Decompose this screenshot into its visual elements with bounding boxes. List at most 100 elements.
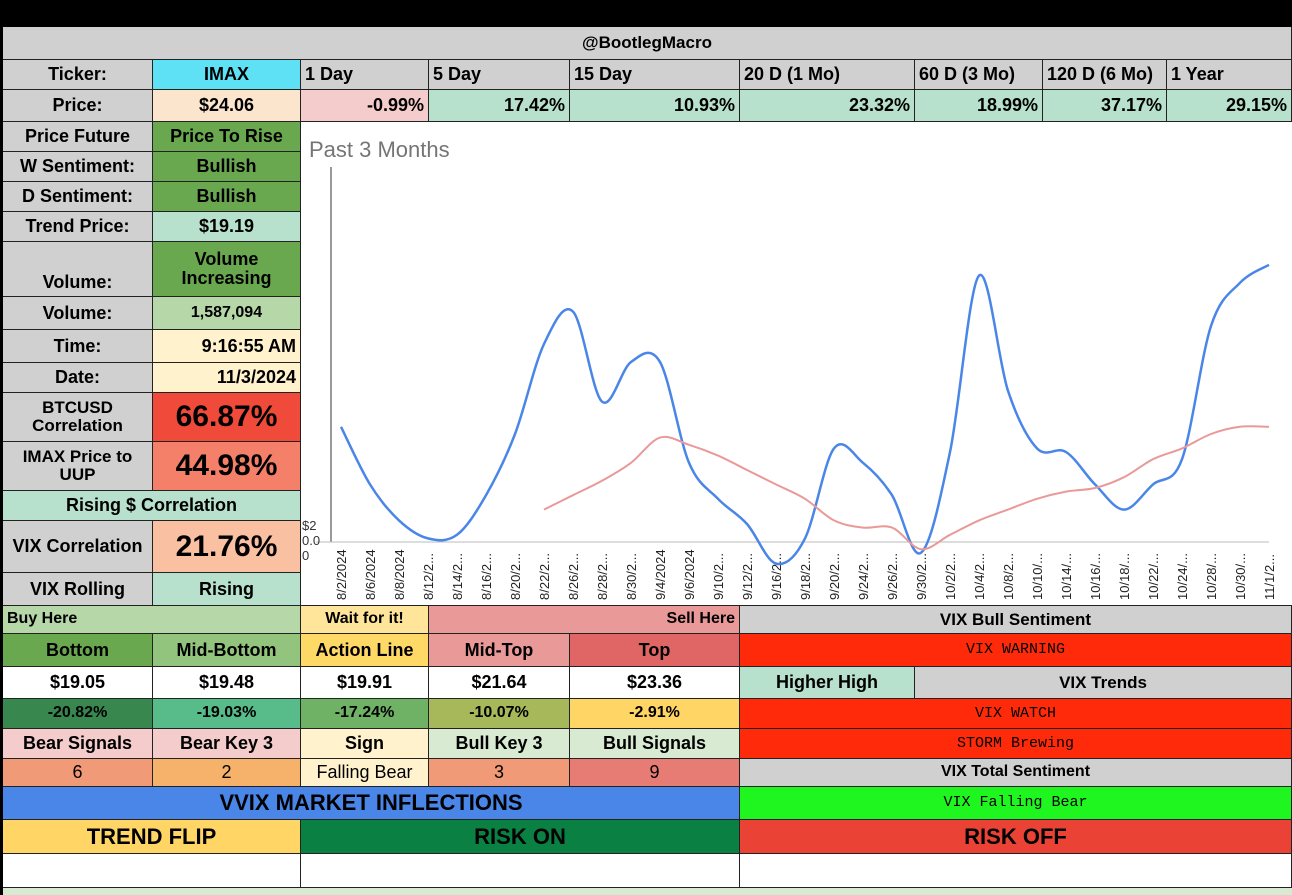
- chart-x-tick-label: 10/22/...: [1146, 553, 1161, 600]
- chart-x-tick-label: 9/6/2024: [682, 549, 697, 600]
- period-20-day-label: 20 D (1 Mo): [740, 60, 915, 90]
- chart-x-tick-label: 8/28/2...: [595, 553, 610, 600]
- chart-title: Past 3 Months: [309, 137, 450, 162]
- vix-total-sentiment: VIX Total Sentiment: [740, 759, 1292, 787]
- trend-flip-header: TREND FLIP: [3, 820, 301, 854]
- chart-x-tick-label: 10/10/...: [1030, 553, 1045, 600]
- period-1-day-label: 1 Day: [301, 60, 429, 90]
- vix-correlation-value: 21.76%: [153, 521, 301, 573]
- vix-falling-bear: VIX Falling Bear: [740, 787, 1292, 820]
- bear-signals-header: Bear Signals: [3, 729, 153, 759]
- chart-x-tick-label: 10/24/...: [1175, 553, 1190, 600]
- sign-value: Falling Bear: [301, 759, 429, 787]
- vix-higher-high: Higher High: [740, 667, 915, 699]
- chart-x-tick-label: 9/18/2...: [798, 553, 813, 600]
- vix-rolling-value: Rising: [153, 573, 301, 606]
- chart-x-tick-label: 8/20/2...: [508, 553, 523, 600]
- trend-price-value: $19.19: [153, 212, 301, 242]
- chart-x-tick-label: 8/16/2...: [479, 553, 494, 600]
- level-bottom-price: $19.05: [3, 667, 153, 699]
- vix-correlation-label: VIX Correlation: [3, 521, 153, 573]
- risk-off-value: [740, 854, 1292, 888]
- volume-label: Volume:: [3, 297, 153, 330]
- sell-here-label: Sell Here: [429, 606, 740, 634]
- chart-x-tick-label: 10/30/...: [1233, 553, 1248, 600]
- vix-warning: VIX WARNING: [740, 634, 1292, 667]
- chart-x-tick-label: 10/28/...: [1204, 553, 1219, 600]
- d-sentiment-value: Bullish: [153, 182, 301, 212]
- chart-x-tick-label: 10/4/2...: [972, 553, 987, 600]
- chart-x-tick-label: 9/12/2...: [740, 553, 755, 600]
- bull-signals-value: 9: [570, 759, 740, 787]
- chart-x-tick-label: 10/16/...: [1088, 553, 1103, 600]
- chart-y-tick-label: 0: [302, 548, 309, 563]
- chart-x-tick-label: 8/26/2...: [566, 553, 581, 600]
- date-label: Date:: [3, 363, 153, 393]
- trend-price-label: Trend Price:: [3, 212, 153, 242]
- footer-strip: [3, 888, 1292, 895]
- bull-key-3-header: Bull Key 3: [429, 729, 570, 759]
- wait-label: Wait for it!: [301, 606, 429, 634]
- risk-on-header: RISK ON: [301, 820, 740, 854]
- level-action-line-pct: -17.24%: [301, 699, 429, 729]
- w-sentiment-label: W Sentiment:: [3, 152, 153, 182]
- trend-flip-value: [3, 854, 301, 888]
- chart-x-tick-label: 8/14/2...: [450, 553, 465, 600]
- bull-key-3-value: 3: [429, 759, 570, 787]
- chart-y-tick-label: 0.0: [302, 533, 320, 548]
- bear-key-3-header: Bear Key 3: [153, 729, 301, 759]
- ticker-value[interactable]: IMAX: [153, 60, 301, 90]
- chart-x-tick-label: 9/26/2...: [885, 553, 900, 600]
- volume-value: 1,587,094: [153, 297, 301, 330]
- vix-bull-sentiment: VIX Bull Sentiment: [740, 606, 1292, 634]
- period-5-day-change: 17.42%: [429, 90, 570, 122]
- chart-x-tick-label: 9/30/2...: [914, 553, 929, 600]
- period-15-day-label: 15 Day: [570, 60, 740, 90]
- w-sentiment-value: Bullish: [153, 152, 301, 182]
- d-sentiment-label: D Sentiment:: [3, 182, 153, 212]
- uup-correlation-label: IMAX Price to UUP: [3, 442, 153, 491]
- period-120-day-label: 120 D (6 Mo): [1043, 60, 1167, 90]
- ticker-label: Ticker:: [3, 60, 153, 90]
- volume-trend-label: Volume:: [3, 242, 153, 297]
- price-value: $24.06: [153, 90, 301, 122]
- chart-svg: Past 3 Months $20.00 8/2/2024 8/6/2024 8/8/…: [302, 137, 1277, 600]
- chart-x-tick-label: 8/8/2024: [392, 549, 407, 600]
- date-value: 11/3/2024: [153, 363, 301, 393]
- bear-signals-value: 6: [3, 759, 153, 787]
- chart-x-tick-label: 8/6/2024: [363, 549, 378, 600]
- period-15-day-change: 10.93%: [570, 90, 740, 122]
- bear-key-3-value: 2: [153, 759, 301, 787]
- chart-x-tick-label: 9/24/2...: [856, 553, 871, 600]
- vix-trends: VIX Trends: [915, 667, 1292, 699]
- chart-x-tick-label: 9/20/2...: [827, 553, 842, 600]
- chart-series-line-price: [339, 263, 1270, 566]
- buy-here-label: Buy Here: [3, 606, 301, 634]
- chart-x-tick-label: 8/30/2...: [624, 553, 639, 600]
- chart-x-tick-label: 8/22/2...: [537, 553, 552, 600]
- chart-series-line-moving-average: [543, 425, 1270, 551]
- chart-x-tick-label: 10/18/...: [1117, 553, 1132, 600]
- risk-on-value: [301, 854, 740, 888]
- rising-correlation-label: Rising $ Correlation: [3, 491, 301, 521]
- price-future-label: Price Future: [3, 122, 153, 152]
- level-mid-bottom-pct: -19.03%: [153, 699, 301, 729]
- chart-x-tick-label: 11/1/2...: [1262, 554, 1277, 600]
- level-bottom-pct: -20.82%: [3, 699, 153, 729]
- time-value: 9:16:55 AM: [153, 330, 301, 363]
- level-action-line-header: Action Line: [301, 634, 429, 667]
- chart-x-tick-label: 10/14/...: [1059, 553, 1074, 600]
- sign-header: Sign: [301, 729, 429, 759]
- btc-correlation-label: BTCUSD Correlation: [3, 393, 153, 442]
- level-mid-top-header: Mid-Top: [429, 634, 570, 667]
- volume-trend-value: Volume Increasing: [153, 242, 301, 297]
- period-1-year-change: 29.15%: [1167, 90, 1292, 122]
- chart-x-tick-label: 9/10/2...: [711, 553, 726, 600]
- btc-correlation-value: 66.87%: [153, 393, 301, 442]
- level-action-line-price: $19.91: [301, 667, 429, 699]
- period-120-day-change: 37.17%: [1043, 90, 1167, 122]
- chart-x-tick-label: 8/12/2...: [421, 553, 436, 600]
- bull-signals-header: Bull Signals: [570, 729, 740, 759]
- vix-watch: VIX WATCH: [740, 699, 1292, 729]
- period-20-day-change: 23.32%: [740, 90, 915, 122]
